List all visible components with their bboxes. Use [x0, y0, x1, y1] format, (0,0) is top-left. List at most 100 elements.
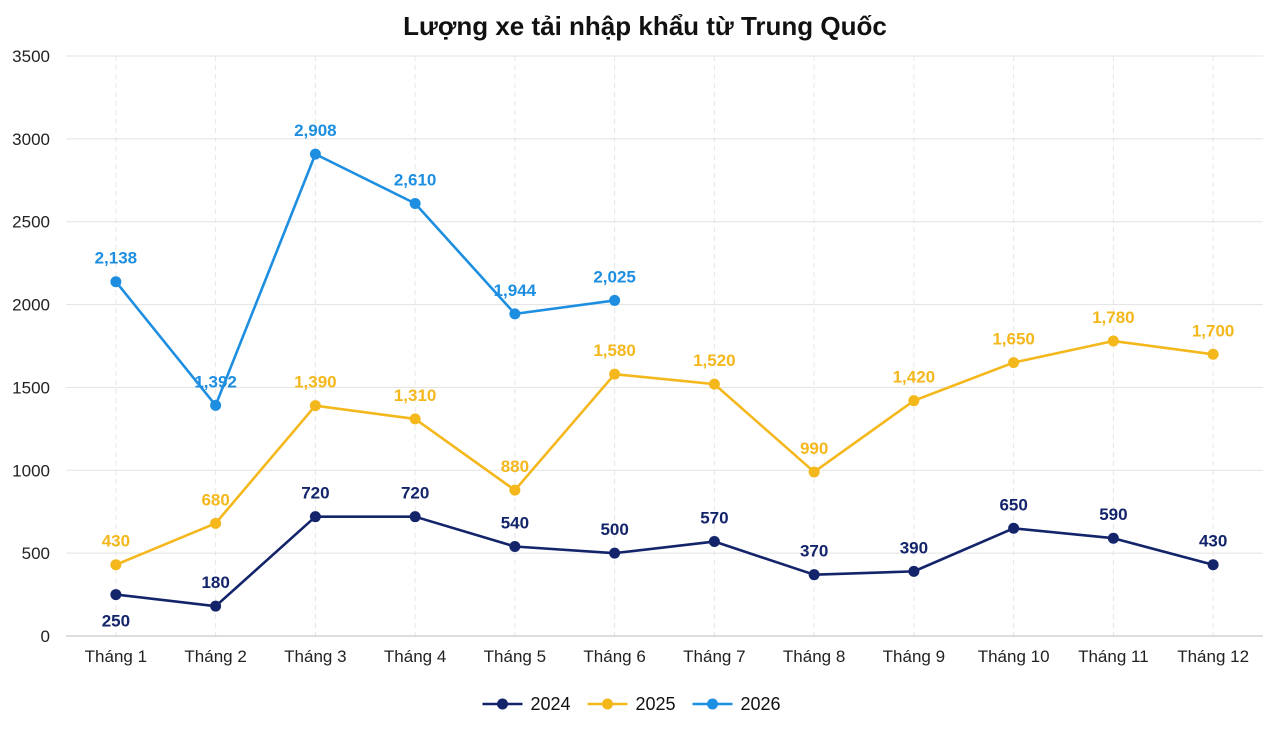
data-point — [409, 511, 421, 523]
y-tick-label: 3000 — [12, 130, 50, 149]
y-axis: 0 500 1000 1500 2000 2500 3000 3500 — [12, 47, 50, 646]
data-point — [1107, 532, 1119, 544]
data-point — [1107, 335, 1119, 347]
x-tick-label: Tháng 2 — [184, 647, 246, 666]
legend-marker — [707, 698, 718, 710]
series-2026: 2,138 1,392 2,908 2,610 1,944 2,025 — [95, 121, 636, 411]
x-tick-label: Tháng 10 — [978, 647, 1050, 666]
legend-item-2026: 2026 — [692, 694, 781, 714]
data-point — [210, 399, 222, 411]
series: 250 180 720 720 540 500 570 370 390 650 590 430 430 6… — [95, 121, 1235, 630]
data-label: 250 — [102, 612, 130, 631]
data-point — [110, 589, 122, 601]
legend: 2024 2025 2026 — [482, 694, 781, 714]
data-point — [708, 378, 720, 390]
y-tick-label: 1000 — [12, 461, 50, 480]
x-tick-label: Tháng 6 — [583, 647, 645, 666]
y-tick-label: 500 — [22, 544, 50, 563]
data-point — [110, 276, 122, 288]
data-label: 1,780 — [1092, 308, 1135, 327]
data-point — [210, 600, 222, 612]
data-label: 1,650 — [992, 330, 1035, 349]
data-label: 720 — [301, 484, 329, 503]
data-point — [708, 536, 720, 548]
data-point — [409, 413, 421, 425]
data-label: 720 — [401, 484, 429, 503]
data-label: 1,420 — [893, 368, 936, 387]
series-2024: 250 180 720 720 540 500 570 370 390 650 590 430 — [102, 484, 1228, 631]
legend-label: 2026 — [741, 694, 781, 714]
data-label: 650 — [999, 495, 1027, 514]
data-label: 1,520 — [693, 351, 736, 370]
legend-marker — [602, 698, 613, 710]
x-tick-label: Tháng 12 — [1177, 647, 1249, 666]
data-point — [1008, 522, 1020, 534]
data-label: 430 — [102, 532, 130, 551]
data-label: 2,908 — [294, 121, 337, 140]
data-point — [609, 547, 621, 559]
legend-marker — [497, 698, 508, 710]
data-point — [309, 148, 321, 160]
data-label: 680 — [201, 490, 229, 509]
x-tick-label: Tháng 1 — [85, 647, 147, 666]
data-label: 2,025 — [593, 267, 636, 286]
data-label: 990 — [800, 439, 828, 458]
data-label: 1,310 — [394, 386, 437, 405]
data-label: 1,700 — [1192, 321, 1235, 340]
data-label: 570 — [700, 509, 728, 528]
data-point — [509, 484, 521, 496]
data-label: 1,392 — [194, 372, 237, 391]
data-label: 370 — [800, 542, 828, 561]
y-tick-label: 3500 — [12, 47, 50, 66]
data-point — [1008, 357, 1020, 369]
data-label: 540 — [501, 514, 529, 533]
series-line — [114, 152, 615, 407]
data-label: 1,390 — [294, 373, 337, 392]
data-point — [808, 466, 820, 478]
data-point — [1207, 559, 1219, 571]
y-tick-label: 1500 — [12, 378, 50, 397]
data-label: 500 — [600, 520, 628, 539]
grid — [66, 55, 1263, 636]
data-label: 430 — [1199, 532, 1227, 551]
legend-label: 2024 — [531, 694, 571, 714]
x-tick-label: Tháng 5 — [484, 647, 546, 666]
y-tick-label: 2500 — [12, 213, 50, 232]
data-point — [609, 368, 621, 380]
data-point — [1207, 348, 1219, 360]
data-point — [509, 541, 521, 553]
legend-item-2025: 2025 — [587, 694, 676, 714]
data-point — [210, 517, 222, 529]
x-tick-label: Tháng 8 — [783, 647, 845, 666]
y-tick-label: 0 — [41, 627, 50, 646]
legend-label: 2025 — [636, 694, 676, 714]
y-tick-label: 2000 — [12, 296, 50, 315]
data-label: 1,580 — [593, 341, 636, 360]
data-point — [309, 511, 321, 523]
series-line — [115, 515, 1214, 608]
x-tick-label: Tháng 9 — [883, 647, 945, 666]
data-label: 2,138 — [95, 249, 138, 268]
data-label: 390 — [900, 538, 928, 557]
data-point — [908, 395, 920, 407]
data-point — [609, 294, 621, 306]
data-label: 590 — [1099, 505, 1127, 524]
data-label: 880 — [501, 457, 529, 476]
data-label: 2,610 — [394, 170, 437, 189]
data-point — [808, 569, 820, 581]
x-tick-label: Tháng 3 — [284, 647, 346, 666]
series-2025: 430 680 1,390 1,310 880 1,580 1,520 990 1,420 1,6… — [102, 308, 1235, 571]
x-axis: Tháng 1 Tháng 2 Tháng 3 Tháng 4 Tháng 5 Tháng… — [66, 635, 1263, 666]
data-point — [309, 400, 321, 412]
x-tick-label: Tháng 4 — [384, 647, 446, 666]
series-line — [115, 339, 1214, 566]
data-point — [409, 197, 421, 209]
legend-item-2024: 2024 — [482, 694, 571, 714]
data-point — [908, 565, 920, 577]
x-tick-label: Tháng 7 — [683, 647, 745, 666]
chart-title: Lượng xe tải nhập khẩu từ Trung Quốc — [403, 11, 887, 41]
data-label: 1,944 — [494, 281, 537, 300]
data-point — [110, 559, 122, 571]
x-tick-label: Tháng 11 — [1078, 647, 1149, 666]
